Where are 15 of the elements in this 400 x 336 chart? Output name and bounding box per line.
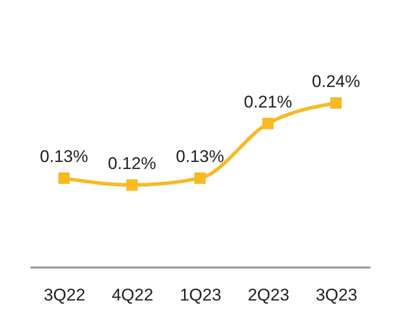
point [126, 179, 138, 191]
data-label: 0.13% [176, 147, 224, 166]
point [58, 172, 70, 184]
point [194, 172, 206, 184]
x-tick-label: 3Q23 [316, 286, 358, 304]
data-label: 0.24% [312, 72, 360, 91]
x-tick-label: 1Q23 [180, 286, 222, 304]
point [330, 97, 342, 109]
x-tick-label: 2Q23 [248, 286, 290, 304]
x-tick-label: 4Q22 [112, 286, 154, 304]
data-label: 0.12% [108, 154, 156, 173]
x-tick-label: 3Q22 [44, 286, 86, 304]
data-label: 0.21% [244, 92, 292, 112]
point [262, 118, 274, 130]
data-label: 0.13% [40, 147, 88, 166]
